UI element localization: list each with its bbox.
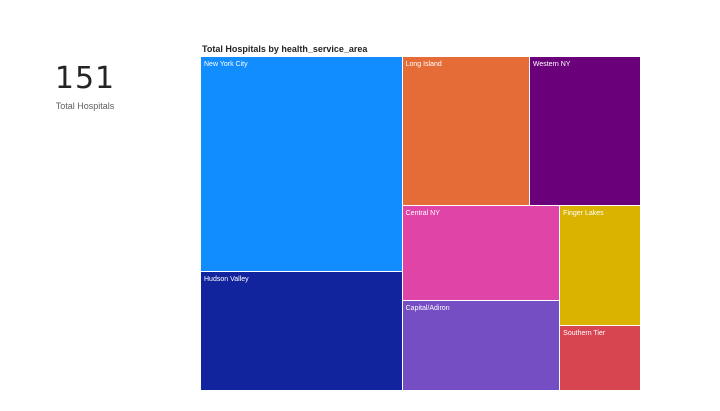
treemap-tile-finger-lakes[interactable]: Finger Lakes xyxy=(560,205,640,326)
chart-title: Total Hospitals by health_service_area xyxy=(202,44,368,54)
treemap-tile-label: Southern Tier xyxy=(563,330,606,338)
treemap-tile-label: Western NY xyxy=(532,61,571,68)
treemap-tile-label: New York City xyxy=(204,61,248,68)
treemap-chart: New York City Hudson Valley Long Island Wes… xyxy=(201,57,641,391)
treemap-tile-label: Hudson Valley xyxy=(204,275,249,283)
kpi-value: 151 xyxy=(54,61,116,96)
treemap-tile-central-ny[interactable]: Central NY xyxy=(402,205,560,300)
treemap-tile-new-york-city[interactable]: New York City xyxy=(201,57,402,271)
treemap-tile-hudson-valley[interactable]: Hudson Valley xyxy=(201,271,402,390)
kpi-label: Total Hospitals xyxy=(55,101,115,111)
kpi-card: 151 Total Hospitals xyxy=(40,58,130,111)
treemap-tile-long-island[interactable]: Long Island xyxy=(402,57,529,205)
treemap-tile-southern-tier[interactable]: Southern Tier xyxy=(560,326,640,390)
treemap-tile-label: Finger Lakes xyxy=(563,209,604,217)
treemap-tile-capital-adiron[interactable]: Capital/Adiron xyxy=(402,300,560,390)
treemap-tile-western-ny[interactable]: Western NY xyxy=(529,57,640,205)
treemap-tile-label: Central NY xyxy=(405,209,440,217)
treemap-tile-label: Long Island xyxy=(405,61,442,68)
treemap-tile-label: Capital/Adiron xyxy=(405,304,450,312)
